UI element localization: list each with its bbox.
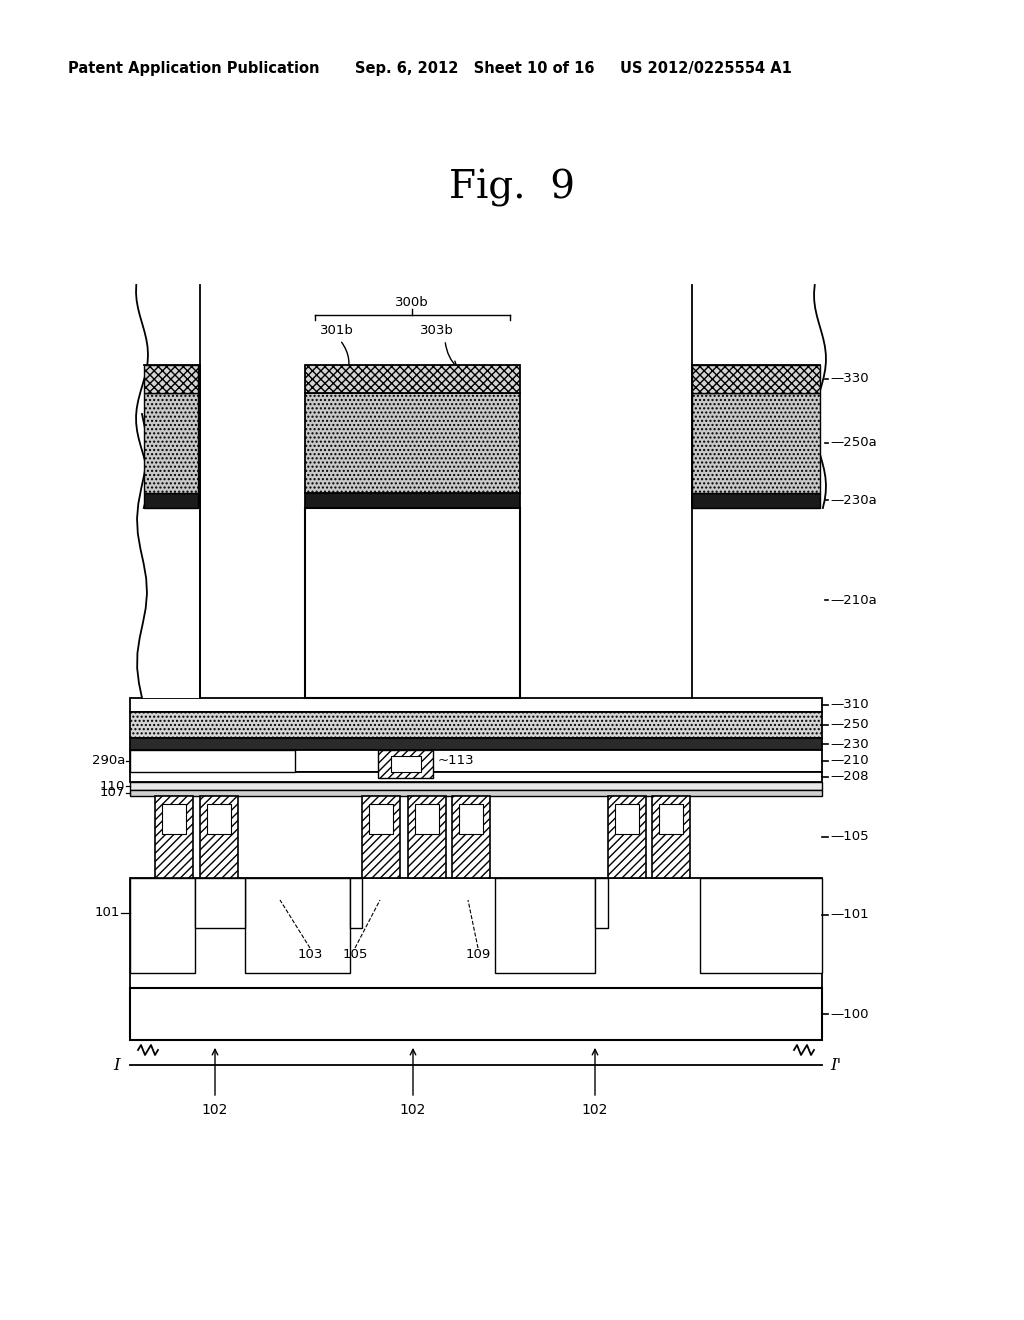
Bar bbox=[350, 878, 362, 928]
Bar bbox=[144, 492, 198, 508]
Bar bbox=[130, 750, 295, 772]
Text: 300b: 300b bbox=[739, 297, 773, 309]
Text: 102: 102 bbox=[399, 1104, 426, 1117]
Text: —105: —105 bbox=[830, 830, 868, 843]
Bar bbox=[305, 393, 520, 492]
Text: —230a: —230a bbox=[830, 494, 877, 507]
Bar bbox=[608, 796, 646, 878]
Text: 103: 103 bbox=[297, 949, 323, 961]
Bar bbox=[155, 796, 193, 878]
Text: —210a: —210a bbox=[830, 594, 877, 606]
Bar bbox=[495, 878, 595, 973]
Bar bbox=[195, 878, 245, 928]
Text: 290a: 290a bbox=[91, 755, 125, 767]
Text: I': I' bbox=[830, 1056, 842, 1073]
Text: —100: —100 bbox=[830, 1007, 868, 1020]
Bar bbox=[362, 796, 400, 878]
Text: 102: 102 bbox=[582, 1104, 608, 1117]
Text: 101: 101 bbox=[94, 907, 120, 920]
Bar bbox=[144, 366, 198, 393]
Bar bbox=[305, 492, 520, 508]
Bar bbox=[659, 804, 683, 834]
Bar bbox=[369, 804, 393, 834]
Bar bbox=[692, 492, 820, 508]
Bar bbox=[130, 698, 822, 711]
Bar bbox=[130, 772, 822, 781]
Bar bbox=[700, 878, 822, 973]
Text: Patent Application Publication: Patent Application Publication bbox=[68, 61, 319, 75]
Bar bbox=[130, 878, 195, 973]
Text: —210: —210 bbox=[830, 755, 868, 767]
Text: Fig.  9: Fig. 9 bbox=[449, 169, 575, 207]
Bar bbox=[305, 508, 520, 698]
Text: —310: —310 bbox=[830, 698, 868, 711]
Bar bbox=[415, 804, 439, 834]
Bar bbox=[305, 366, 520, 393]
Text: US 2012/0225554 A1: US 2012/0225554 A1 bbox=[620, 61, 792, 75]
Text: 301b: 301b bbox=[321, 323, 354, 337]
Bar bbox=[207, 804, 231, 834]
Text: 301b: 301b bbox=[697, 323, 731, 337]
Bar bbox=[130, 750, 822, 772]
Bar bbox=[130, 789, 822, 796]
Text: —101: —101 bbox=[830, 908, 868, 921]
Text: ~113: ~113 bbox=[438, 754, 475, 767]
Polygon shape bbox=[692, 285, 826, 508]
Bar bbox=[130, 738, 822, 750]
Text: 105: 105 bbox=[342, 949, 368, 961]
Text: —250a: —250a bbox=[830, 437, 877, 450]
Bar bbox=[615, 804, 639, 834]
Text: Sep. 6, 2012   Sheet 10 of 16: Sep. 6, 2012 Sheet 10 of 16 bbox=[355, 61, 595, 75]
Text: 109: 109 bbox=[465, 949, 490, 961]
Text: —330: —330 bbox=[830, 372, 868, 385]
Bar bbox=[130, 711, 822, 738]
Text: 107: 107 bbox=[99, 787, 125, 800]
Text: —250: —250 bbox=[830, 718, 868, 731]
Bar bbox=[378, 750, 433, 777]
Bar bbox=[162, 804, 186, 834]
Bar bbox=[130, 987, 822, 1040]
Text: 102: 102 bbox=[202, 1104, 228, 1117]
Bar bbox=[452, 796, 490, 878]
Polygon shape bbox=[136, 285, 200, 508]
Text: 300b: 300b bbox=[395, 297, 429, 309]
Polygon shape bbox=[137, 414, 200, 698]
Bar bbox=[130, 878, 822, 987]
Bar bbox=[692, 366, 820, 393]
Bar bbox=[408, 796, 446, 878]
Text: —230: —230 bbox=[830, 738, 868, 751]
Text: 110: 110 bbox=[99, 780, 125, 792]
Bar bbox=[200, 796, 238, 878]
Bar bbox=[391, 756, 421, 772]
Bar bbox=[245, 878, 350, 973]
Bar bbox=[130, 781, 822, 789]
Bar bbox=[459, 804, 483, 834]
Bar bbox=[144, 393, 198, 492]
Bar bbox=[595, 878, 608, 928]
Text: I: I bbox=[114, 1056, 120, 1073]
Text: —208: —208 bbox=[830, 771, 868, 784]
Bar bbox=[652, 796, 690, 878]
Text: 303b: 303b bbox=[765, 323, 799, 337]
Bar bbox=[692, 393, 820, 492]
Text: 303b: 303b bbox=[420, 323, 454, 337]
